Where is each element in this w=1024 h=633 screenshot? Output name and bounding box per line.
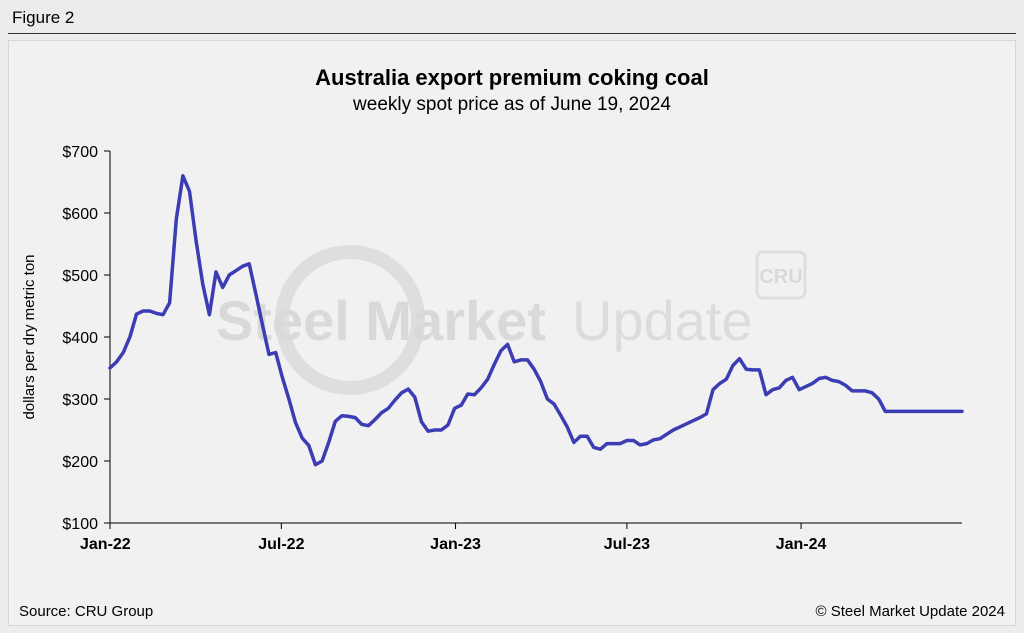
y-tick-label: $400 (62, 330, 98, 347)
chart-subtitle: weekly spot price as of June 19, 2024 (352, 94, 671, 115)
series-layer (108, 174, 964, 467)
chart-title: Australia export premium coking coal (315, 65, 709, 90)
x-tick-label: Jul-23 (604, 536, 650, 553)
watermark-text-1: Steel Market (216, 289, 546, 352)
source-note: Source: CRU Group (19, 603, 153, 620)
figure-divider (8, 33, 1016, 34)
copyright-note: © Steel Market Update 2024 (816, 603, 1006, 620)
y-tick-label: $300 (62, 392, 98, 409)
y-tick-label: $100 (62, 516, 98, 533)
watermark: Steel Market Update CRU (216, 245, 807, 395)
x-tick-label: Jan-22 (80, 536, 131, 553)
y-tick-label: $700 (62, 144, 98, 161)
y-tick-label: $600 (62, 206, 98, 223)
watermark-cru-logo: CRU (759, 266, 802, 288)
y-axis-title: dollars per dry metric ton (21, 254, 38, 419)
x-tick-label: Jan-23 (430, 536, 481, 553)
figure-label: Figure 2 (12, 8, 75, 27)
watermark-text-2: Update (572, 289, 753, 352)
chart-panel (8, 40, 1016, 626)
watermark-logo-circle (275, 245, 425, 395)
y-tick-label: $200 (62, 454, 98, 471)
y-tick-label: $500 (62, 268, 98, 285)
watermark-cru-box (755, 250, 807, 300)
series-line-0 (108, 174, 964, 467)
x-tick-label: Jan-24 (776, 536, 827, 553)
x-axis: Jan-22 Jul-22 Jan-23 Jul-23 Jan-24 (80, 522, 962, 553)
y-axis: $100 $200 $300 $400 $500 $600 $700 (62, 144, 111, 533)
x-tick-label: Jul-22 (258, 536, 304, 553)
